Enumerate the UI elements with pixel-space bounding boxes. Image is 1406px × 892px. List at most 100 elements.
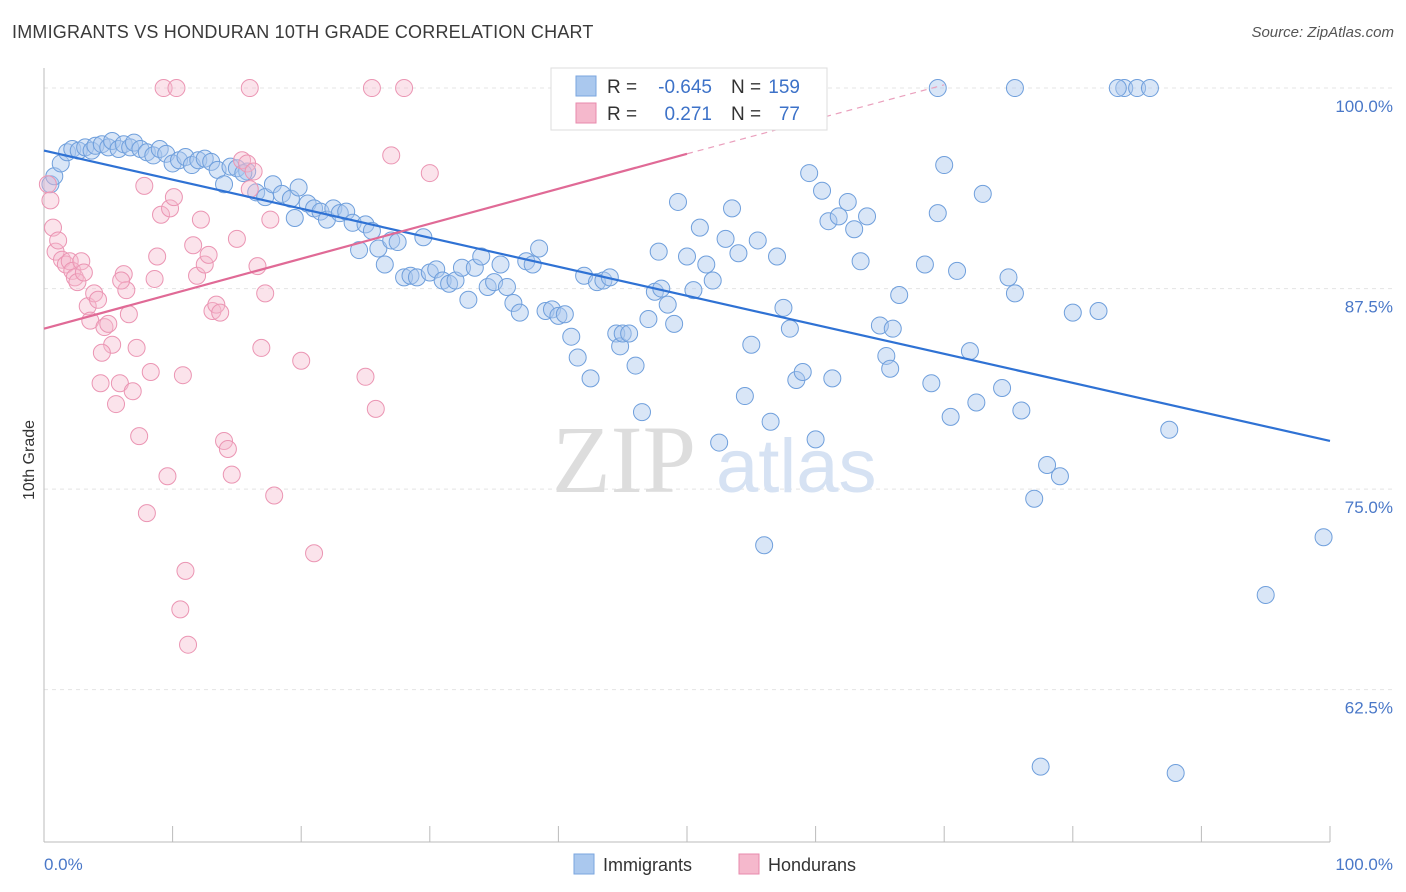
point-hondurans [356, 367, 375, 386]
point-immigrants [125, 133, 144, 152]
stats-r-label-immigrants: R = [607, 77, 637, 98]
point-immigrants [1031, 757, 1050, 776]
point-hondurans [382, 146, 401, 165]
point-immigrants [1115, 79, 1134, 98]
point-immigrants [1025, 489, 1044, 508]
point-immigrants [960, 342, 979, 361]
point-immigrants [465, 258, 484, 277]
point-hondurans [244, 162, 263, 181]
point-immigrants [109, 140, 128, 158]
point-hondurans [123, 382, 142, 401]
point-hondurans [89, 290, 108, 309]
point-immigrants [144, 146, 163, 165]
point-immigrants [690, 218, 709, 237]
point-hondurans [161, 199, 180, 218]
point-hondurans [99, 314, 118, 333]
legend-item-hondurans[interactable]: Hondurans [738, 853, 856, 875]
chart-title: IMMIGRANTS VS HONDURAN 10TH GRADE CORREL… [12, 22, 594, 42]
point-hondurans [145, 269, 164, 288]
point-immigrants [845, 220, 864, 239]
stats-swatch-hondurans [575, 102, 597, 124]
point-immigrants [452, 258, 471, 277]
point-hondurans [395, 79, 414, 98]
point-immigrants [948, 261, 967, 280]
point-hondurans [292, 351, 311, 370]
point-immigrants [1089, 302, 1108, 321]
watermark-atlas: atlas [716, 424, 877, 509]
point-hondurans [176, 561, 195, 580]
stats-r-label-hondurans: R = [607, 104, 637, 125]
point-hondurans [233, 151, 252, 170]
point-immigrants [710, 433, 729, 452]
point-hondurans [38, 175, 57, 194]
point-hondurans [199, 245, 218, 264]
point-immigrants [716, 229, 735, 248]
point-hondurans [218, 439, 237, 458]
point-immigrants [1005, 284, 1024, 303]
point-immigrants [1038, 456, 1057, 475]
stats-n-value-hondurans: 77 [779, 104, 800, 125]
point-immigrants [793, 362, 812, 381]
point-immigrants [922, 374, 941, 393]
point-hondurans [68, 273, 87, 292]
point-immigrants [697, 255, 716, 274]
legend-label-immigrants: Immigrants [603, 855, 692, 875]
point-immigrants [748, 231, 767, 250]
point-immigrants [665, 314, 684, 333]
chart-source: Source: ZipAtlas.com [1251, 24, 1394, 41]
point-hondurans [173, 366, 192, 385]
point-immigrants [369, 239, 388, 258]
point-hondurans [164, 188, 183, 207]
point-hondurans [240, 79, 259, 98]
point-immigrants [838, 192, 857, 211]
point-immigrants [1128, 79, 1147, 98]
point-hondurans [148, 247, 167, 266]
point-immigrants [395, 268, 414, 287]
stats-r-value-hondurans: 0.271 [664, 104, 712, 125]
y-tick-label: 62.5% [1345, 699, 1393, 718]
legend-swatch-hondurans [738, 853, 760, 875]
y-tick-label: 75.0% [1345, 498, 1393, 517]
point-hondurans [261, 210, 280, 229]
point-hondurans [91, 374, 110, 393]
point-immigrants [459, 290, 478, 309]
point-immigrants [1166, 764, 1185, 783]
point-immigrants [684, 281, 703, 300]
point-immigrants [568, 348, 587, 367]
legend-swatch-immigrants [573, 853, 595, 875]
point-hondurans [179, 635, 198, 654]
point-hondurans [141, 362, 160, 381]
point-immigrants [658, 295, 677, 314]
point-immigrants [632, 403, 651, 422]
point-immigrants [1160, 420, 1179, 439]
point-immigrants [755, 536, 774, 555]
point-immigrants [504, 294, 523, 312]
point-immigrants [620, 324, 639, 343]
point-immigrants [823, 369, 842, 388]
point-immigrants [285, 208, 304, 227]
point-immigrants [497, 277, 516, 296]
point-immigrants [668, 192, 687, 211]
point-immigrants [742, 335, 761, 354]
point-immigrants [928, 204, 947, 223]
point-immigrants [768, 247, 787, 266]
point-immigrants [491, 255, 510, 274]
point-hondurans [74, 263, 93, 282]
point-immigrants [1005, 79, 1024, 98]
point-immigrants [703, 271, 722, 290]
point-hondurans [49, 231, 68, 250]
point-hondurans [305, 544, 324, 563]
point-immigrants [86, 136, 105, 155]
point-hondurans [184, 236, 203, 255]
point-immigrants [999, 268, 1018, 287]
point-hondurans [135, 176, 154, 195]
point-immigrants [723, 199, 742, 218]
stats-r-value-immigrants: -0.645 [658, 77, 712, 98]
point-immigrants [581, 369, 600, 388]
point-immigrants [215, 175, 234, 194]
point-immigrants [562, 327, 581, 346]
stats-swatch-immigrants [575, 75, 597, 97]
legend-item-immigrants[interactable]: Immigrants [573, 853, 692, 875]
point-hondurans [152, 205, 171, 224]
point-hondurans [256, 284, 275, 303]
